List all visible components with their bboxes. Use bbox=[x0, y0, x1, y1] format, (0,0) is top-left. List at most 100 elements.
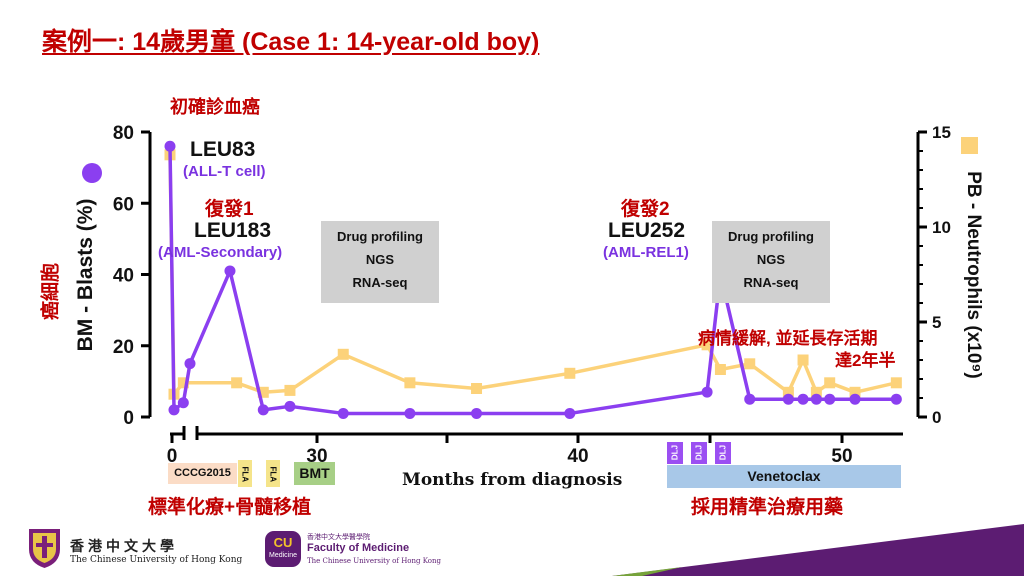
standard-treatment-label: 標準化療+骨髓移植 bbox=[148, 497, 312, 518]
blasts-data-point bbox=[284, 400, 296, 412]
leu83-label: LEU83 bbox=[190, 138, 256, 161]
blasts-data-point bbox=[701, 386, 713, 398]
neutrophils-data-point bbox=[564, 367, 576, 379]
blasts-data-point bbox=[224, 265, 236, 277]
fla-bar-1-label: FLA bbox=[240, 466, 250, 483]
neutrophils-data-point bbox=[782, 386, 794, 398]
profiling-box-2: Drug profiling NGS RNA-seq bbox=[712, 221, 830, 303]
neutrophils-data-point bbox=[257, 386, 269, 398]
profiling-box-2-line-2: NGS bbox=[756, 252, 786, 267]
remission-label-line-1: 病情緩解, 並延長存活期 bbox=[698, 329, 878, 348]
blasts-data-point bbox=[337, 407, 349, 419]
blasts-data-point bbox=[824, 393, 836, 405]
blasts-data-point bbox=[471, 407, 483, 419]
fla-bar-1: FLA bbox=[238, 460, 252, 487]
profiling-box-1: Drug profiling NGS RNA-seq bbox=[321, 221, 439, 303]
neutrophils-data-point bbox=[849, 386, 861, 398]
relapse2-label: 復發2 bbox=[621, 199, 670, 220]
blasts-data-point bbox=[782, 393, 794, 405]
neutrophils-data-point bbox=[284, 384, 296, 396]
leu83-subtype: (ALL-T cell) bbox=[183, 163, 266, 180]
chart-axes: 0 20 40 60 80 0 5 10 15 0 30 40 50 bbox=[113, 123, 951, 467]
blasts-data-point bbox=[797, 393, 809, 405]
neutrophils-data-point bbox=[810, 386, 822, 398]
neutrophils-data-point bbox=[701, 339, 713, 351]
cuhk-crest-icon bbox=[29, 529, 60, 568]
blasts-data-point bbox=[184, 358, 196, 370]
x-tick-label: 30 bbox=[306, 446, 327, 467]
cuhk-logo bbox=[27, 527, 62, 569]
fom-sub-english: The Chinese University of Hong Kong bbox=[307, 557, 441, 565]
cu-badge-line-1: CU bbox=[273, 535, 293, 550]
x-axis-label: Months from diagnosis bbox=[402, 470, 623, 490]
neutrophils-data-point bbox=[824, 377, 836, 389]
cu-medicine-badge: CU Medicine bbox=[265, 531, 301, 567]
neutrophils-data-point bbox=[714, 364, 726, 375]
fla-bar-2-label: FLA bbox=[268, 466, 278, 483]
y-axis-label-left: BM - Blasts (%) bbox=[74, 199, 97, 352]
dlj-bar-1-label: DLJ bbox=[670, 444, 680, 461]
leu183-label: LEU183 bbox=[194, 219, 272, 242]
dlj-bar-2-label: DLJ bbox=[694, 444, 704, 461]
x-tick-label: 0 bbox=[167, 446, 178, 467]
y-tick-label-left: 60 bbox=[113, 194, 134, 215]
neutrophils-data-point bbox=[404, 377, 416, 389]
blasts-data-point bbox=[404, 407, 416, 419]
y-tick-label-right: 5 bbox=[932, 313, 941, 332]
cccg2015-bar: CCCG2015 bbox=[168, 463, 237, 484]
profiling-box-1-line-2: NGS bbox=[365, 252, 395, 267]
blasts-data-point bbox=[564, 407, 576, 419]
dlj-bar-2: DLJ bbox=[691, 442, 707, 464]
blasts-data-point bbox=[177, 397, 189, 409]
leu252-subtype: (AML-REL1) bbox=[603, 244, 689, 261]
y-tick-label-left: 80 bbox=[113, 123, 134, 144]
bmt-bar: BMT bbox=[294, 462, 335, 485]
neutrophils-data-point bbox=[231, 377, 243, 389]
cancer-cells-label: 癌細胞 bbox=[40, 263, 62, 321]
neutrophils-data-point bbox=[890, 377, 902, 389]
fom-name-chinese: 香港中文大學醫學院 bbox=[307, 533, 370, 541]
cuhk-name-english: The Chinese University of Hong Kong bbox=[70, 555, 243, 565]
y-axis-label-right: PB - Neutrophils (x10⁹) bbox=[963, 171, 984, 379]
blasts-data-point bbox=[810, 393, 822, 405]
profiling-box-2-line-3: RNA-seq bbox=[743, 275, 799, 290]
profiling-box-1-line-1: Drug profiling bbox=[337, 229, 423, 244]
leu183-subtype: (AML-Secondary) bbox=[158, 244, 283, 261]
x-tick-label: 50 bbox=[831, 446, 852, 467]
remission-label-line-2: 達2年半 bbox=[835, 351, 896, 370]
blasts-data-point bbox=[890, 393, 902, 405]
cuhk-name-chinese: 香港中文大學 bbox=[70, 539, 178, 555]
fom-name-english: Faculty of Medicine bbox=[307, 542, 410, 554]
fla-bar-2: FLA bbox=[266, 460, 280, 487]
dlj-bar-3-label: DLJ bbox=[718, 444, 728, 461]
neutrophils-legend-marker bbox=[961, 137, 978, 154]
relapse1-label: 復發1 bbox=[205, 199, 254, 220]
neutrophils-data-point bbox=[177, 377, 189, 389]
profiling-box-2-line-1: Drug profiling bbox=[728, 229, 814, 244]
leu252-label: LEU252 bbox=[608, 219, 686, 242]
dlj-bar-1: DLJ bbox=[667, 442, 683, 464]
page-title: 案例一: 14歲男童 (Case 1: 14-year-old boy) bbox=[42, 28, 540, 56]
profiling-box-1-line-3: RNA-seq bbox=[352, 275, 408, 290]
neutrophils-data-point bbox=[744, 358, 756, 370]
x-tick-label: 40 bbox=[567, 446, 588, 467]
blasts-data-point bbox=[164, 140, 176, 152]
footer-decoration bbox=[612, 524, 1024, 576]
neutrophils-data-point bbox=[337, 348, 349, 360]
dlj-bar-3: DLJ bbox=[715, 442, 731, 464]
y-tick-label-left: 40 bbox=[113, 266, 134, 287]
blasts-data-point bbox=[744, 393, 756, 405]
precision-treatment-label: 採用精準治療用藥 bbox=[691, 497, 844, 518]
blasts-legend-marker bbox=[82, 163, 102, 183]
y-tick-label-right: 15 bbox=[932, 123, 951, 142]
neutrophils-data-point bbox=[471, 383, 483, 394]
y-tick-label-left: 20 bbox=[113, 337, 134, 358]
cu-badge-line-2: Medicine bbox=[268, 552, 297, 559]
blasts-data-point bbox=[257, 404, 269, 416]
y-tick-label-right: 0 bbox=[932, 408, 941, 427]
chart-series bbox=[164, 140, 902, 419]
blasts-data-point bbox=[168, 404, 180, 416]
initial-diagnosis-label: 初確診血癌 bbox=[170, 97, 260, 117]
